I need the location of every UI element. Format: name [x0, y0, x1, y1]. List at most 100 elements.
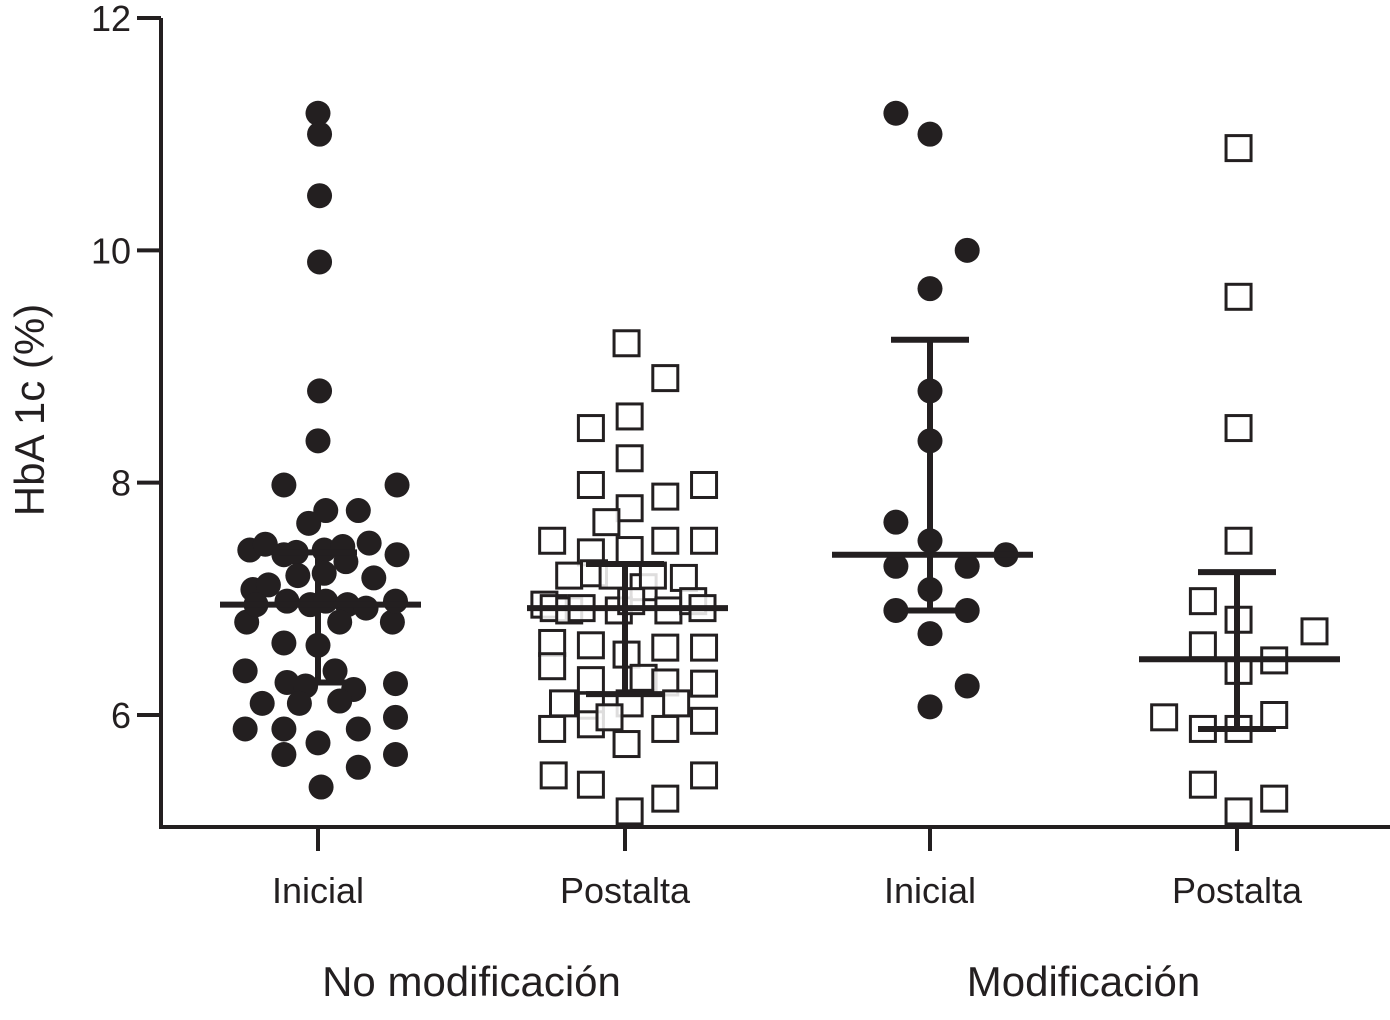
data-point [383, 741, 408, 767]
data-point [252, 531, 278, 557]
data-point [690, 669, 719, 698]
x-category-label: Inicial [272, 870, 364, 911]
data-point [345, 754, 371, 780]
data-point [1224, 526, 1253, 555]
data-point [549, 689, 577, 718]
data-point [353, 595, 379, 621]
data-point [651, 633, 680, 662]
x-category-label: Postalta [1172, 870, 1303, 911]
data-point [383, 588, 408, 614]
data-point [1224, 414, 1253, 443]
data-point [690, 633, 719, 662]
data-point [615, 402, 644, 431]
data-point [690, 761, 719, 790]
data-point [883, 100, 909, 126]
data-point [612, 329, 641, 358]
data-point [296, 510, 322, 536]
y-axis-title: HbA 1c (%) [6, 304, 53, 516]
data-point [1260, 784, 1289, 813]
data-point [615, 444, 644, 473]
data-point [539, 761, 568, 790]
y-tick-label: 6 [111, 695, 131, 736]
data-point [1188, 770, 1217, 799]
data-point [598, 561, 627, 590]
data-point [1260, 701, 1289, 729]
data-point [538, 628, 567, 657]
data-point [538, 714, 567, 743]
data-point [271, 741, 297, 767]
y-tick-label: 12 [91, 0, 131, 39]
data-point [356, 530, 382, 556]
data-point [285, 563, 311, 589]
data-point [307, 183, 333, 209]
series-group [220, 100, 421, 800]
data-point [1188, 631, 1217, 660]
data-point [576, 666, 605, 695]
data-point [249, 690, 275, 716]
data-point [954, 673, 980, 699]
data-point [917, 694, 943, 720]
series-group [1139, 134, 1340, 826]
data-point [1224, 134, 1253, 163]
data-point [615, 494, 644, 523]
data-point [322, 658, 348, 684]
data-point [690, 526, 719, 555]
data-point [286, 690, 312, 716]
x-category-label: Inicial [884, 870, 976, 911]
data-point [576, 631, 605, 660]
data-point [345, 716, 371, 742]
series-group [832, 100, 1033, 720]
data-point [1150, 703, 1179, 732]
data-point [883, 553, 909, 579]
data-point [271, 630, 297, 656]
data-point [232, 658, 258, 684]
data-point [271, 716, 297, 742]
data-point [954, 553, 980, 579]
axes: 6 8 10 12 Inicial Postalta Inicial Postalta No m… [91, 0, 1390, 1005]
data-point [307, 121, 333, 147]
data-point [313, 498, 339, 524]
data-point [327, 688, 353, 714]
data-point [379, 609, 405, 635]
y-tick-label: 8 [111, 463, 131, 504]
data-point [662, 689, 691, 718]
data-point [615, 797, 644, 826]
data-point [576, 414, 605, 443]
data-point [651, 526, 680, 555]
data-point [612, 730, 641, 759]
data-point [384, 542, 410, 568]
data-point [917, 621, 943, 647]
data-point [576, 470, 605, 499]
data-point [651, 784, 680, 813]
data-point [384, 472, 410, 498]
data-point [307, 249, 333, 275]
data-point [1300, 617, 1329, 646]
data-point [274, 588, 300, 614]
data-point [576, 770, 605, 799]
data-point [271, 472, 297, 498]
data-point [1224, 797, 1253, 826]
x-category-label: Postalta [560, 870, 691, 911]
data-point [555, 561, 584, 590]
data-point [669, 563, 698, 592]
group-label: Modificación [967, 958, 1200, 1005]
data-point [615, 536, 644, 565]
data-point [538, 526, 567, 555]
data-point [917, 121, 943, 147]
data-point [690, 706, 719, 735]
data-point [1224, 282, 1253, 311]
data-point [1188, 587, 1217, 616]
plot-area [220, 100, 1340, 826]
data-point [592, 508, 621, 537]
data-point [307, 378, 333, 404]
data-point [595, 703, 624, 732]
data-point [651, 714, 680, 743]
series-group [527, 329, 728, 826]
data-point [305, 730, 331, 756]
y-tick-label: 10 [91, 230, 131, 271]
group-label: No modificación [322, 958, 621, 1005]
data-point [327, 609, 353, 635]
data-point [383, 704, 408, 730]
data-point [883, 509, 909, 535]
